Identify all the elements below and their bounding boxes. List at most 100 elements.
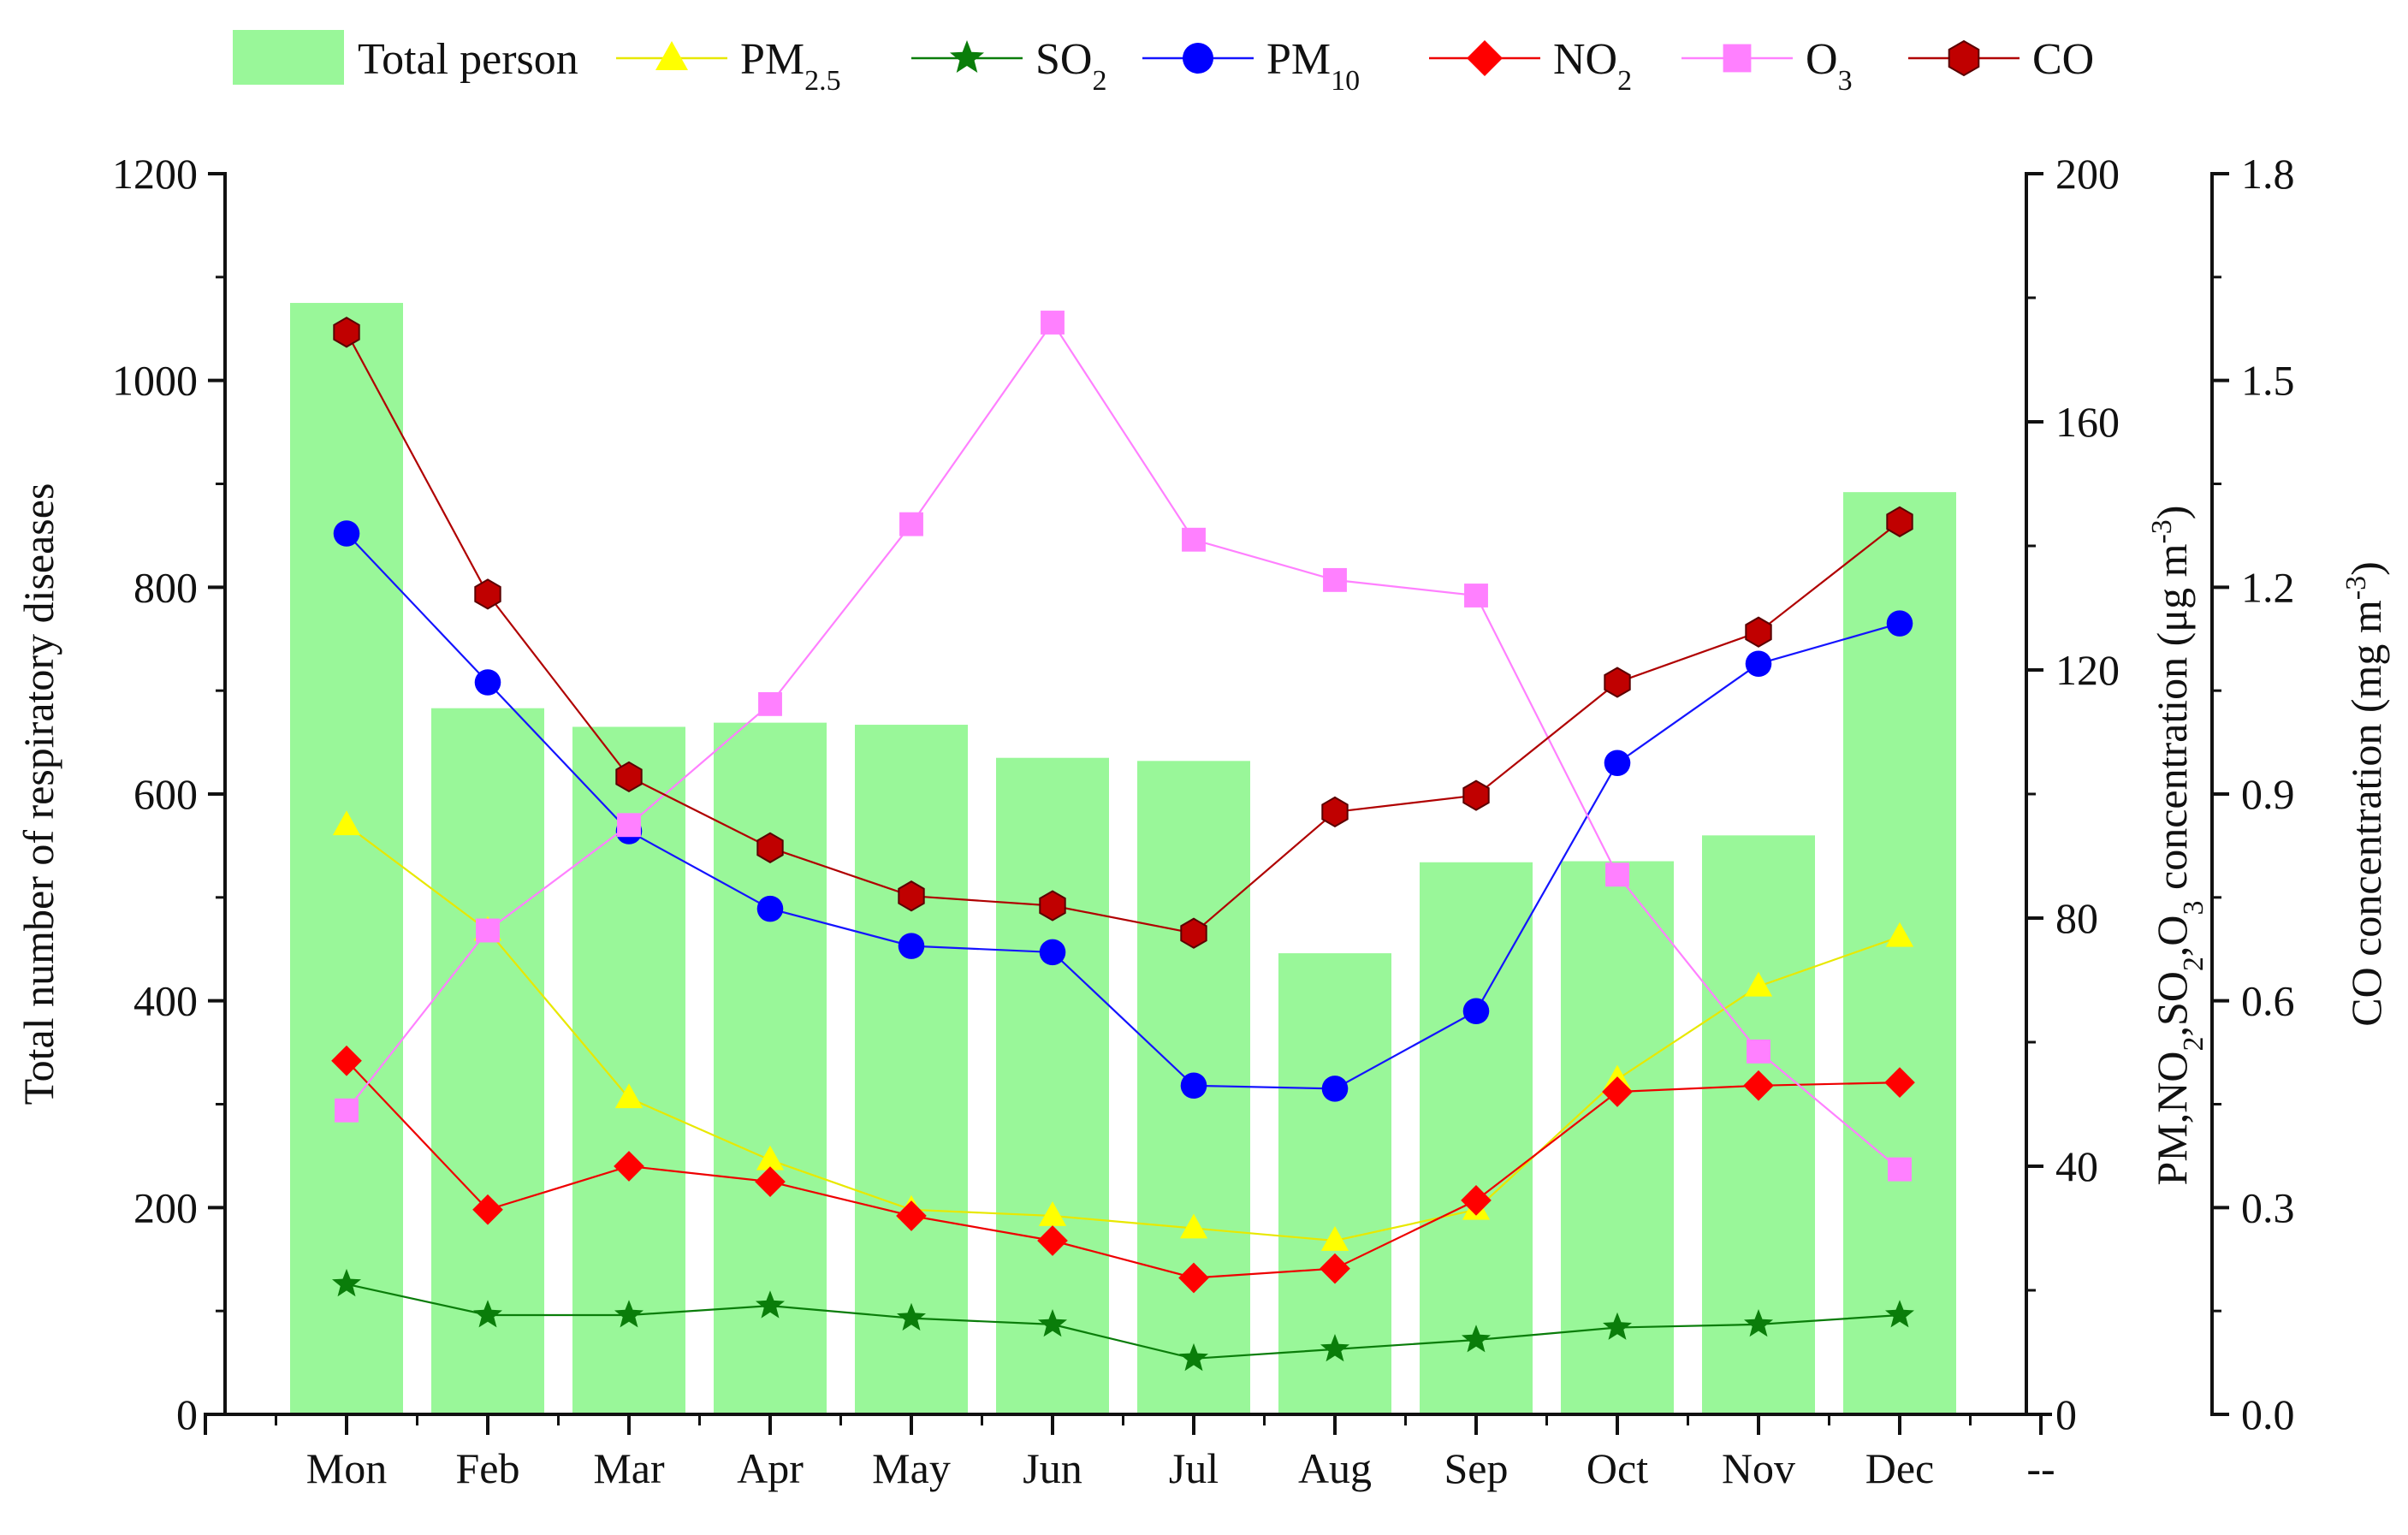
right-tick-label: 200 bbox=[2055, 150, 2120, 198]
left-axis-title: Total number of respiratory diseases bbox=[15, 483, 62, 1105]
point-co-apr-shape bbox=[756, 832, 784, 863]
line-series-group bbox=[331, 311, 1915, 1372]
legend-marker-co-shape bbox=[1948, 39, 1980, 77]
bar-sep bbox=[1420, 862, 1533, 1414]
point-o3-oct bbox=[1605, 862, 1629, 887]
x-tick-label-apr: Apr bbox=[737, 1444, 804, 1492]
point-pm25-nov bbox=[1744, 971, 1773, 997]
x-tick-label-may: May bbox=[872, 1444, 951, 1492]
line-no2 bbox=[346, 1060, 1901, 1279]
legend-label-total-person: Total person bbox=[358, 35, 578, 84]
point-co-jul bbox=[1180, 917, 1207, 949]
point-so2-mar bbox=[614, 1300, 644, 1328]
right-tick-label: 40 bbox=[2055, 1142, 2098, 1190]
left-tick-label: 0 bbox=[176, 1390, 198, 1438]
point-no2-dec bbox=[1884, 1067, 1915, 1098]
legend-label-o3: O3 bbox=[1806, 35, 1853, 97]
line-pm25 bbox=[346, 824, 1901, 1242]
co-tick-label: 1.2 bbox=[2241, 563, 2295, 611]
point-pm25-aug bbox=[1320, 1226, 1349, 1251]
point-o3-apr bbox=[758, 691, 782, 716]
point-co-feb bbox=[474, 578, 501, 610]
legend-item-no2: NO2 bbox=[1429, 35, 1632, 97]
right-tick-label: 120 bbox=[2055, 646, 2120, 694]
legend-label-main: SO bbox=[1035, 35, 1092, 84]
legend-label-so2: SO2 bbox=[1035, 35, 1106, 97]
legend-label-pm10: PM10 bbox=[1266, 35, 1360, 97]
point-o3-jun bbox=[1041, 311, 1065, 335]
line-o3 bbox=[346, 321, 1901, 1171]
point-co-mar-shape bbox=[615, 761, 643, 793]
point-pm25-mon bbox=[332, 810, 361, 836]
point-o3-dec bbox=[1888, 1157, 1912, 1182]
legend-label-no2: NO2 bbox=[1553, 35, 1632, 97]
left-tick-label: 200 bbox=[133, 1183, 198, 1231]
legend-marker-so2 bbox=[950, 40, 984, 73]
point-co-aug bbox=[1321, 796, 1349, 828]
point-no2-jul bbox=[1178, 1262, 1209, 1294]
point-no2-mar bbox=[614, 1151, 644, 1182]
bar-dec bbox=[1843, 492, 1956, 1414]
point-co-oct bbox=[1604, 667, 1631, 698]
right-axis-title-part: 2 bbox=[2178, 1036, 2209, 1051]
legend-label-main: O bbox=[1806, 35, 1838, 84]
point-pm10-jul bbox=[1180, 1072, 1207, 1099]
series-o3 bbox=[335, 311, 1912, 1182]
right-tick-label: 80 bbox=[2055, 894, 2098, 942]
co-tick-label: 0.3 bbox=[2241, 1183, 2295, 1231]
point-co-mar bbox=[615, 761, 643, 793]
point-pm10-may bbox=[898, 933, 925, 959]
right-tick-label: 160 bbox=[2055, 398, 2120, 446]
point-o3-aug bbox=[1323, 567, 1347, 592]
legend-marker-o3 bbox=[1723, 44, 1752, 73]
point-co-feb-shape bbox=[474, 578, 501, 610]
bar-may bbox=[855, 725, 968, 1414]
point-co-jun-shape bbox=[1039, 890, 1066, 922]
bar-jun bbox=[996, 757, 1109, 1414]
right-axis-title-part: concentration (μg m bbox=[2148, 543, 2196, 900]
point-co-sep-shape bbox=[1462, 779, 1490, 811]
point-co-jul-shape bbox=[1180, 917, 1207, 949]
legend-marker-co bbox=[1948, 39, 1980, 77]
legend-label-main: NO bbox=[1553, 35, 1617, 84]
point-o3-jul bbox=[1182, 527, 1206, 552]
legend-label-sub: 3 bbox=[1838, 65, 1853, 97]
legend-marker-no2 bbox=[1467, 40, 1503, 76]
point-co-nov bbox=[1745, 616, 1772, 648]
point-pm10-sep bbox=[1462, 998, 1490, 1025]
point-co-dec bbox=[1886, 506, 1913, 537]
point-so2-oct bbox=[1603, 1312, 1632, 1340]
point-co-sep bbox=[1462, 779, 1490, 811]
legend-label-main: PM bbox=[740, 35, 804, 84]
left-tick-label: 1200 bbox=[112, 150, 198, 198]
point-co-may-shape bbox=[898, 880, 925, 912]
point-so2-sep bbox=[1462, 1325, 1491, 1353]
point-no2-may bbox=[896, 1200, 927, 1231]
point-so2-nov bbox=[1744, 1309, 1773, 1337]
co-axis-title: CO concentration (mg m-3) bbox=[2340, 561, 2391, 1026]
line-pm10 bbox=[346, 532, 1901, 1090]
bar-series bbox=[290, 303, 1956, 1415]
x-tick-label-aug: Aug bbox=[1298, 1444, 1372, 1492]
x-tick-label-jul: Jul bbox=[1169, 1444, 1219, 1492]
line-so2 bbox=[346, 1283, 1901, 1360]
left-tick-label: 1000 bbox=[112, 357, 198, 405]
point-no2-feb bbox=[472, 1194, 503, 1225]
bar-feb bbox=[431, 708, 544, 1414]
point-co-mon-shape bbox=[333, 317, 360, 348]
x-tick-label-feb: Feb bbox=[456, 1444, 520, 1492]
legend-label-co: CO bbox=[2032, 35, 2094, 84]
point-pm10-mon bbox=[333, 520, 360, 547]
x-tick-label-mon: Mon bbox=[306, 1444, 387, 1492]
point-co-jun bbox=[1039, 890, 1066, 922]
right-tick-label: 0 bbox=[2055, 1390, 2077, 1438]
point-co-nov-shape bbox=[1745, 616, 1772, 648]
point-pm25-dec bbox=[1885, 922, 1914, 947]
series-pm10 bbox=[333, 520, 1913, 1102]
point-no2-aug bbox=[1320, 1253, 1350, 1284]
point-so2-dec bbox=[1885, 1300, 1914, 1328]
legend-label-sub: 2 bbox=[1617, 65, 1632, 97]
right-axis-title-part: 2 bbox=[2178, 957, 2209, 971]
series-so2 bbox=[332, 1268, 1914, 1372]
